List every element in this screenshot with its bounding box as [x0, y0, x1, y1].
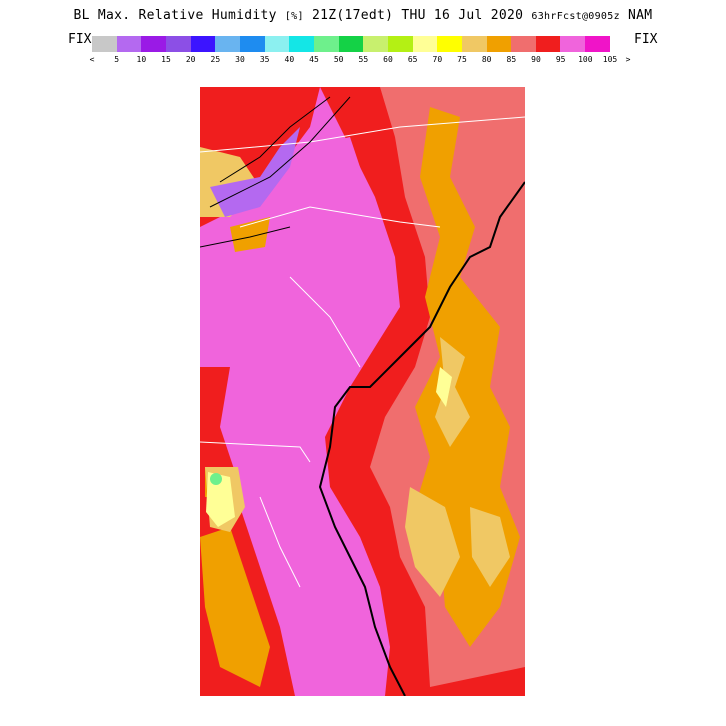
ocean-tan-patch-3 — [470, 507, 510, 587]
color-swatch-11 — [363, 36, 388, 52]
colorbar-tick-75: 75 — [457, 55, 467, 64]
northwest-orange-patch — [230, 217, 270, 252]
colorbar-tick-105: 105 — [602, 55, 618, 64]
colorbar-tick-50: 50 — [333, 55, 344, 64]
color-swatch-18 — [535, 36, 561, 52]
color-swatch-17 — [511, 36, 536, 52]
color-swatch-19 — [560, 36, 586, 52]
color-swatch-13 — [412, 36, 438, 52]
colorbar-left-arrow: < — [89, 55, 95, 64]
color-swatch-0 — [92, 36, 117, 52]
ocean-tan-patch-1 — [435, 337, 470, 447]
coastline — [318, 181, 525, 696]
color-swatch-3 — [165, 36, 191, 52]
southwest-pale-yellow-patch — [206, 472, 235, 527]
contour-1 — [219, 96, 331, 183]
color-swatch-20 — [585, 36, 610, 52]
color-swatch-4 — [190, 36, 216, 52]
colorbar-tick-65: 65 — [407, 55, 418, 64]
color-swatch-1 — [116, 36, 142, 52]
ocean-pale-yellow-patch — [436, 367, 452, 407]
color-swatch-9 — [313, 36, 339, 52]
humidity-map-canvas — [200, 87, 525, 696]
map-title: BL Max. Relative Humidity [%] 21Z(17edt)… — [0, 8, 726, 23]
color-swatch-5 — [215, 36, 240, 52]
title-main: BL Max. Relative Humidity — [73, 8, 277, 23]
land-pink-swath — [215, 137, 390, 696]
state-border-1 — [200, 116, 525, 153]
color-swatch-10 — [338, 36, 364, 52]
colorbar-tick-80: 80 — [481, 55, 492, 64]
state-border-2 — [239, 206, 441, 228]
fix-label-right: FIX — [634, 32, 658, 47]
colorbar-tick-85: 85 — [506, 55, 517, 64]
color-swatch-2 — [141, 36, 166, 52]
colorbar-tick-100: 100 — [578, 55, 593, 64]
humidity-map — [200, 87, 525, 696]
title-model: NAM — [628, 8, 653, 23]
color-swatch-7 — [264, 36, 290, 52]
state-border-5 — [259, 496, 301, 588]
colorbar-tick-15: 15 — [161, 55, 171, 64]
northwest-violet-patch — [210, 127, 300, 217]
colorbar-tick-20: 20 — [185, 55, 196, 64]
color-swatch-16 — [486, 36, 512, 52]
colorbar-tick-95: 95 — [555, 55, 566, 64]
southwest-orange-field — [200, 527, 270, 687]
fix-label-left: FIX — [68, 32, 92, 47]
color-swatch-12 — [387, 36, 413, 52]
colorbar-tick-35: 35 — [259, 55, 270, 64]
color-swatch-14 — [437, 36, 462, 52]
colorbar-tick-70: 70 — [432, 55, 443, 64]
contour-3 — [200, 226, 291, 248]
state-border-4 — [200, 441, 311, 463]
colorbar-tick-10: 10 — [136, 55, 147, 64]
colorbar-tick-45: 45 — [309, 55, 319, 64]
title-forecast-hour: 63hrFcst@0905z — [531, 11, 620, 22]
colorbar-tick-30: 30 — [235, 55, 245, 64]
colorbar-tick-5: 5 — [114, 55, 120, 64]
colorbar-tick-60: 60 — [383, 55, 393, 64]
colorbar-right-arrow: > — [625, 55, 631, 64]
color-swatch-15 — [461, 36, 487, 52]
color-swatch-8 — [289, 36, 314, 52]
contour-2 — [209, 96, 351, 208]
colorbar-tick-40: 40 — [284, 55, 295, 64]
color-scale-ticks: <5 10 15 20 25 30 35 40 45 50 55 60 65 70 75 80 85 90 95 10… — [84, 55, 644, 67]
ocean-tan-patch-2 — [405, 487, 460, 597]
title-valid-time: 21Z(17edt) THU 16 Jul 2020 — [311, 8, 524, 23]
colorbar-tick-25: 25 — [210, 55, 221, 64]
southwest-green-spot — [210, 473, 222, 485]
title-units: [%] — [284, 11, 304, 22]
state-border-3 — [289, 276, 361, 368]
color-scale-bar — [92, 36, 610, 52]
colorbar-tick-55: 55 — [358, 55, 369, 64]
colorbar-tick-90: 90 — [531, 55, 541, 64]
color-swatch-6 — [239, 36, 265, 52]
